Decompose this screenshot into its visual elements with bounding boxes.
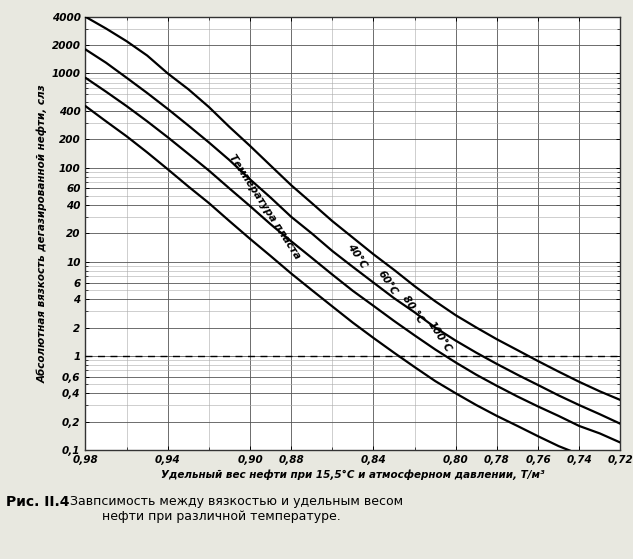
X-axis label: Удельный вес нефти при 15,5°С и атмосферном давлении, Т/м³: Удельный вес нефти при 15,5°С и атмосфер… bbox=[161, 469, 544, 480]
Text: Завпсимость между вязкостью и удельным весом
         нефти при различной темпер: Завпсимость между вязкостью и удельным в… bbox=[66, 495, 404, 523]
Text: 60°С: 60°С bbox=[376, 268, 399, 297]
Text: Рис. II.4: Рис. II.4 bbox=[6, 495, 70, 509]
Text: 80 °С: 80 °С bbox=[400, 294, 425, 325]
Y-axis label: Абсолютная вязкость дегазированной нефти, слз: Абсолютная вязкость дегазированной нефти… bbox=[37, 84, 47, 383]
Text: 100°С: 100°С bbox=[425, 319, 453, 354]
Text: Температура пласта: Температура пласта bbox=[227, 153, 302, 262]
Text: 40°С: 40°С bbox=[346, 242, 368, 270]
